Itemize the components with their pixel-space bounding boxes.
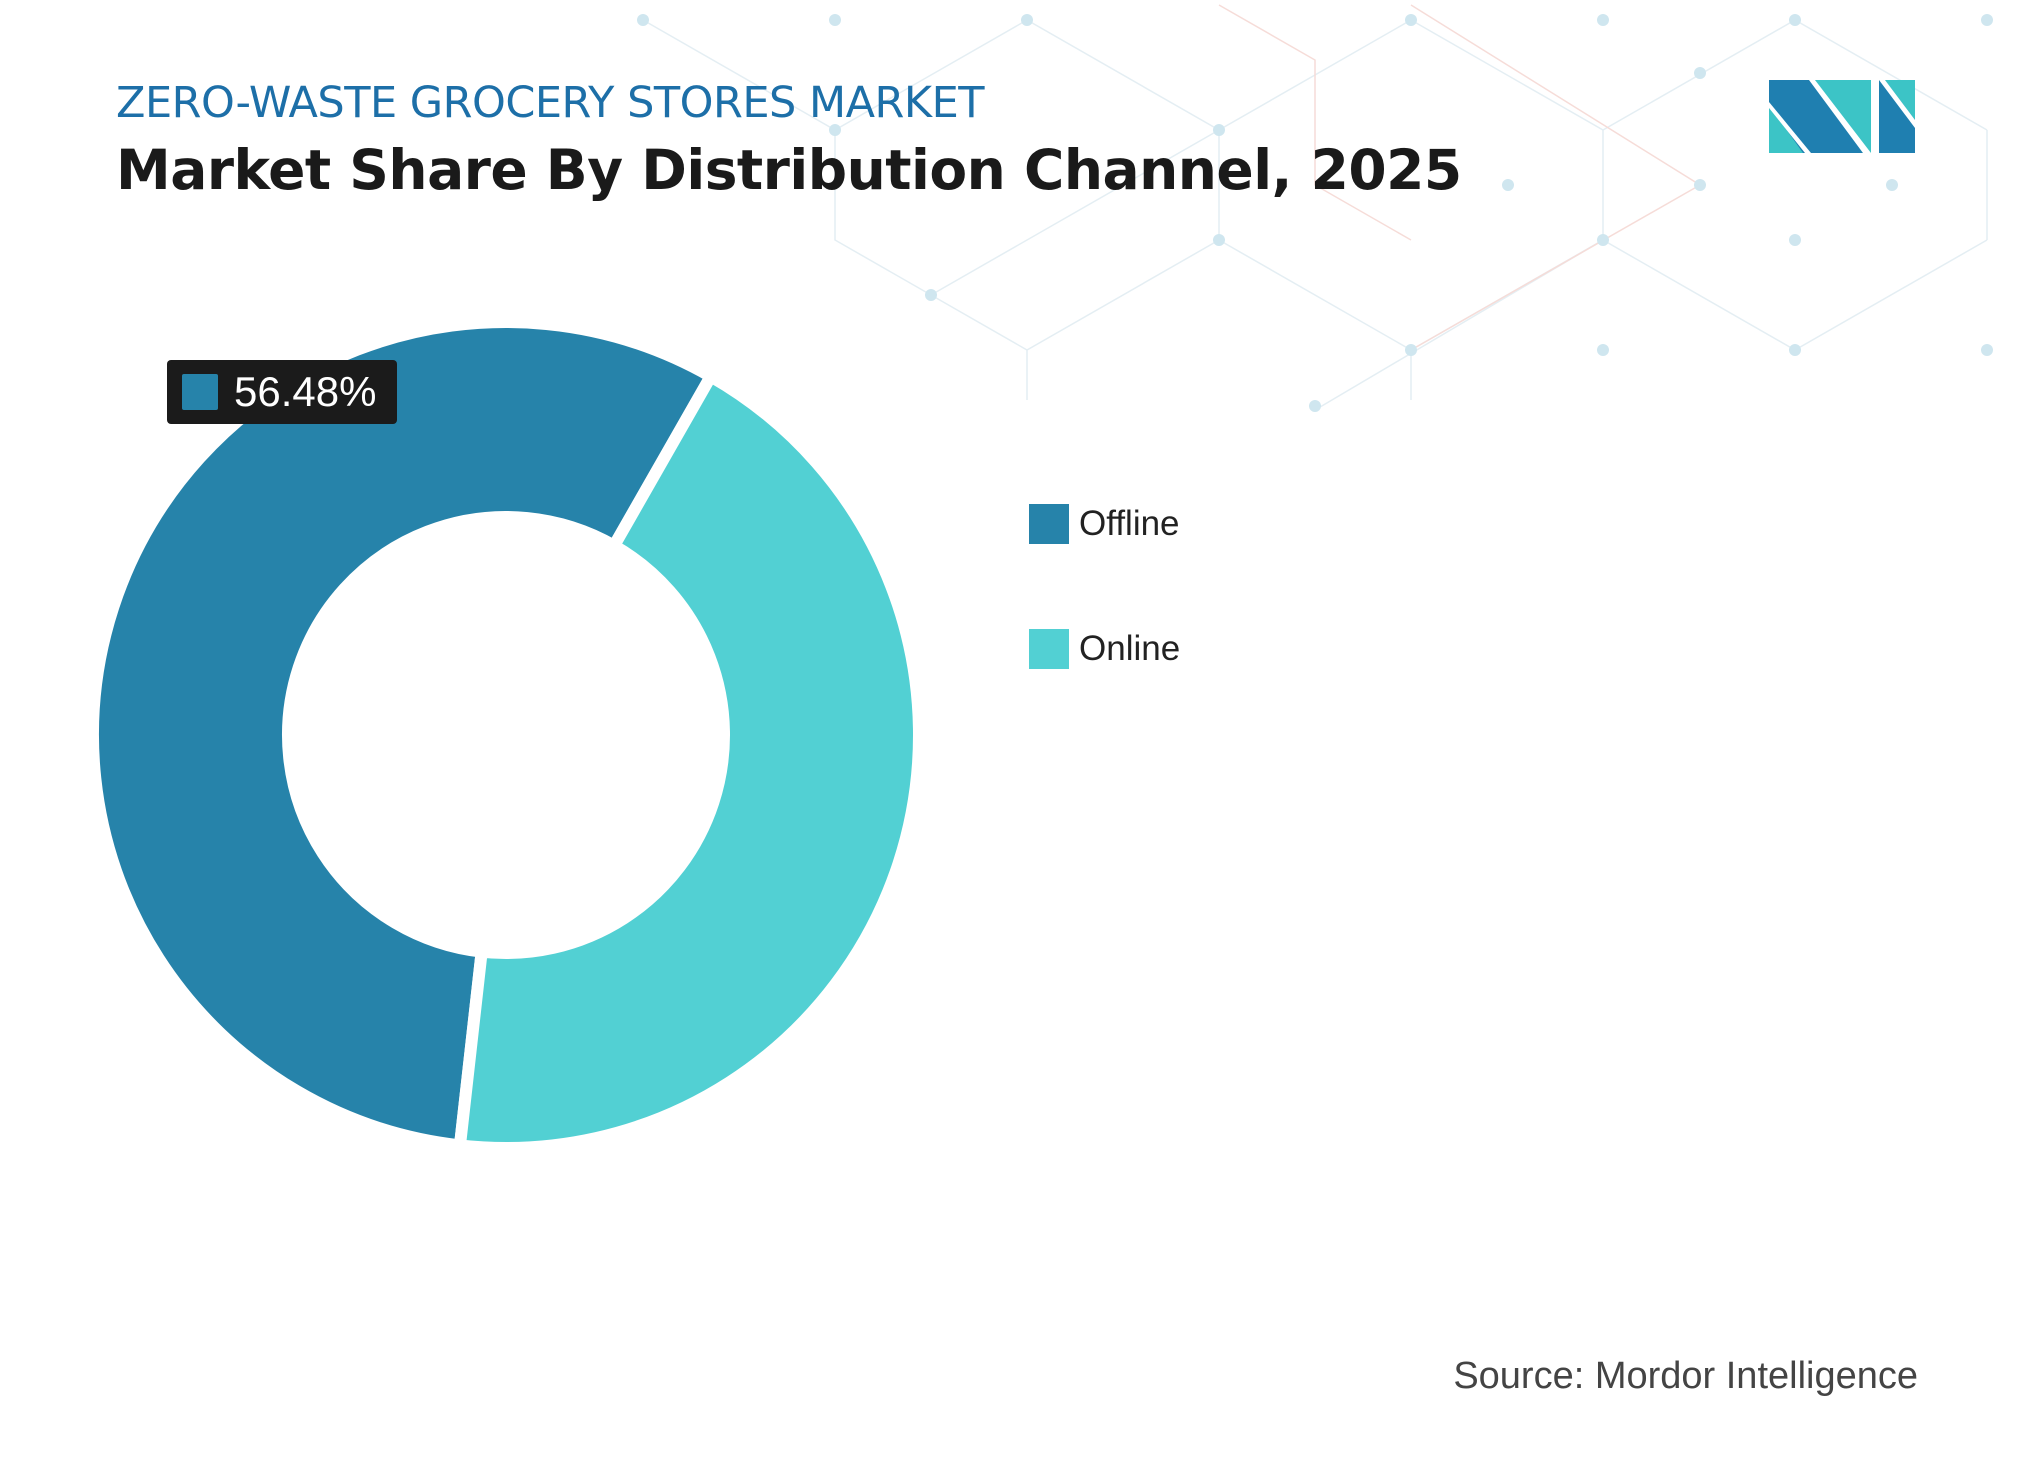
source-note: Source: Mordor Intelligence [1453, 1355, 1918, 1397]
legend-swatch-offline [1029, 504, 1069, 544]
legend-label: Offline [1079, 504, 1180, 543]
legend-item-online: Online [1029, 629, 1180, 669]
donut-slice-online [453, 368, 925, 1154]
legend-swatch-online [1029, 629, 1069, 669]
legend-item-offline: Offline [1029, 504, 1180, 544]
chart-title: Market Share By Distribution Channel, 20… [116, 138, 1462, 202]
mordor-intelligence-logo [1769, 80, 1915, 153]
data-label-swatch [182, 374, 218, 410]
donut-slice-offline [87, 316, 719, 1153]
legend-label: Online [1079, 629, 1181, 668]
data-label-text: 56.48% [234, 368, 377, 415]
data-label-offline: 56.48% [167, 360, 397, 424]
chart-subtitle: ZERO-WASTE GROCERY STORES MARKET [116, 78, 985, 128]
